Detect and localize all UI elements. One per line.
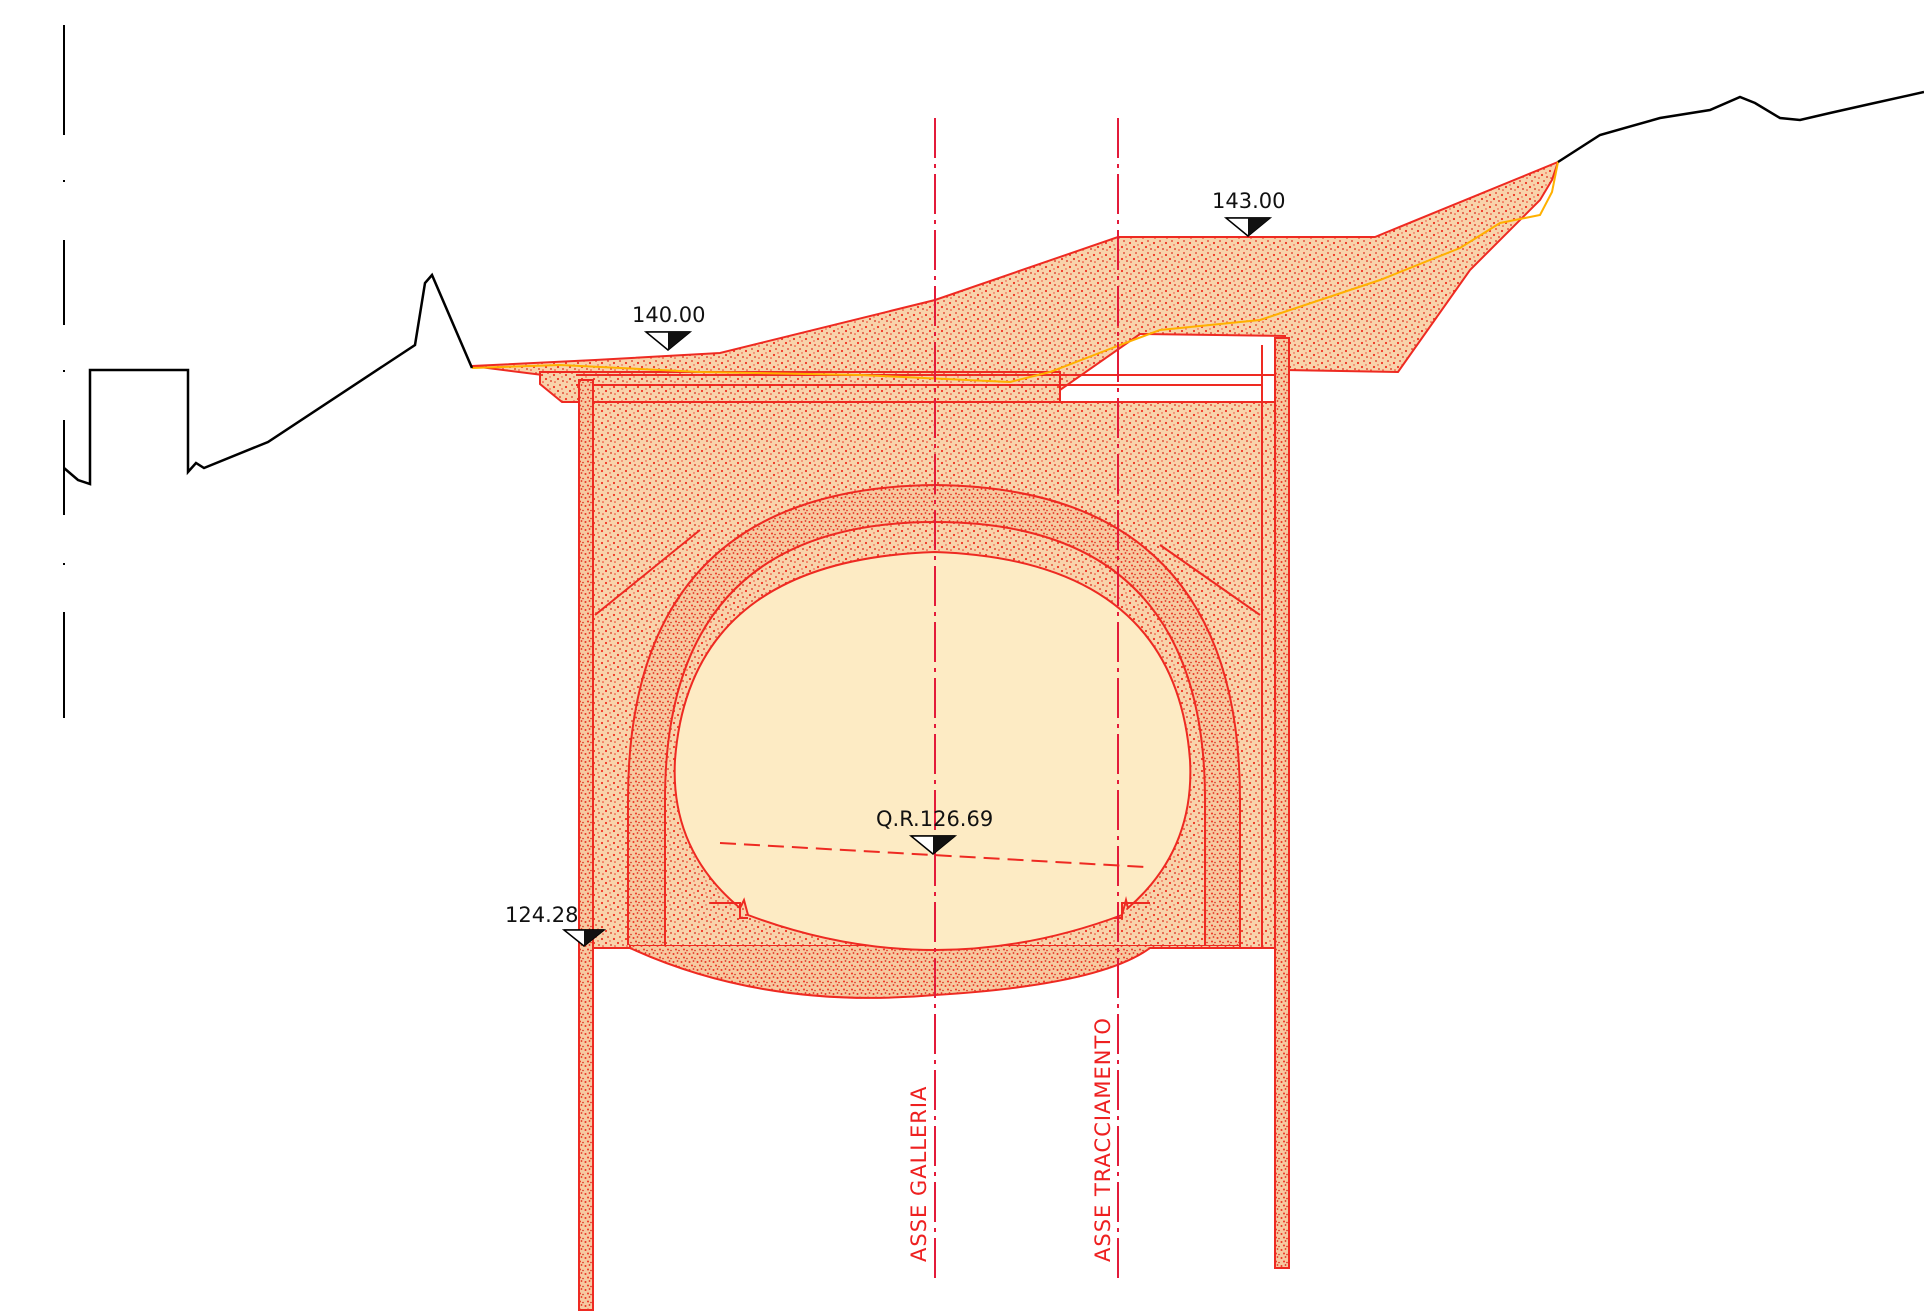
elevation-marker-crown: Q.R.126.69	[876, 807, 993, 855]
axis-gallery-label: ASSE GALLERIA	[907, 1086, 931, 1262]
cap-beam	[539, 371, 1061, 403]
invert-curve	[629, 947, 1151, 999]
axis-gallery-label-group: ASSE GALLERIA	[907, 1086, 931, 1262]
box-inner-lines	[576, 345, 1282, 948]
elevation-marker-140: 140.00	[632, 303, 705, 351]
elevation-marker-base: 124.28	[505, 903, 607, 947]
elevation-label-140: 140.00	[632, 303, 705, 327]
existing-profile	[471, 161, 1559, 384]
pile-right	[1274, 337, 1290, 1269]
terrain-left	[63, 272, 474, 486]
terrain-right	[1557, 90, 1924, 164]
backfill-embankment	[471, 160, 1560, 392]
tunnel-interior	[673, 550, 1192, 951]
elevation-label-crown: Q.R.126.69	[876, 807, 993, 831]
elevation-label-base: 124.28	[505, 903, 578, 927]
sidewalk-left	[710, 902, 748, 919]
pile-left	[578, 379, 594, 1311]
elevation-marker-143: 143.00	[1212, 189, 1285, 237]
axis-tracing-label-group: ASSE TRACCIAMENTO	[1091, 1017, 1115, 1262]
elevation-label-143: 143.00	[1212, 189, 1285, 213]
axis-tracing-label: ASSE TRACCIAMENTO	[1091, 1017, 1115, 1262]
